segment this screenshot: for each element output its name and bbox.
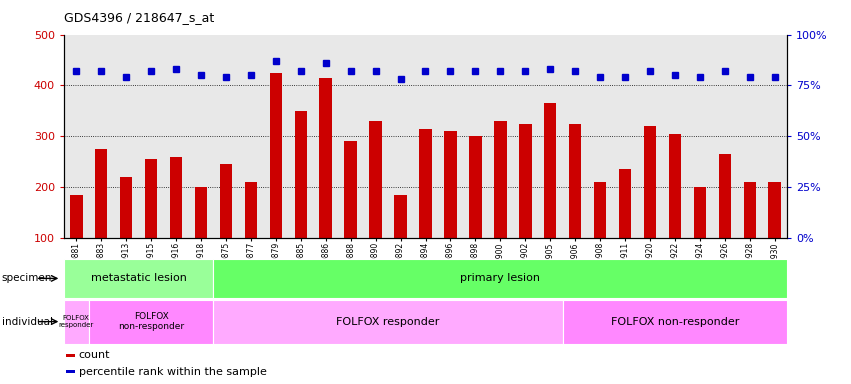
Bar	[145, 159, 157, 238]
Text: FOLFOX non-responder: FOLFOX non-responder	[611, 316, 740, 327]
Bar	[718, 154, 731, 238]
Bar	[245, 182, 257, 238]
Bar	[563, 300, 787, 344]
Bar	[569, 124, 581, 238]
Bar	[744, 182, 756, 238]
Bar	[64, 300, 89, 344]
Text: GDS4396 / 218647_s_at: GDS4396 / 218647_s_at	[64, 12, 214, 25]
Text: individual: individual	[2, 316, 53, 327]
Bar	[66, 354, 75, 357]
Bar	[214, 300, 563, 344]
Bar	[294, 111, 307, 238]
Bar	[319, 78, 332, 238]
Bar	[66, 371, 75, 373]
Bar	[214, 259, 787, 298]
Bar	[195, 187, 208, 238]
Text: FOLFOX
non-responder: FOLFOX non-responder	[118, 312, 184, 331]
Bar	[494, 121, 506, 238]
Bar	[594, 182, 606, 238]
Bar	[95, 149, 107, 238]
Bar	[619, 169, 631, 238]
Bar	[220, 164, 232, 238]
Text: FOLFOX responder: FOLFOX responder	[336, 316, 440, 327]
Bar	[89, 300, 214, 344]
Bar	[270, 73, 282, 238]
Text: percentile rank within the sample: percentile rank within the sample	[79, 367, 266, 377]
Text: metastatic lesion: metastatic lesion	[91, 273, 186, 283]
Bar	[643, 126, 656, 238]
Text: specimen: specimen	[2, 273, 52, 283]
Bar	[768, 182, 781, 238]
Bar	[519, 124, 532, 238]
Bar	[70, 195, 83, 238]
Bar	[345, 141, 357, 238]
Bar	[544, 103, 557, 238]
Bar	[369, 121, 382, 238]
Text: FOLFOX
responder: FOLFOX responder	[59, 315, 94, 328]
Text: count: count	[79, 350, 111, 360]
Bar	[394, 195, 407, 238]
Text: primary lesion: primary lesion	[460, 273, 540, 283]
Bar	[420, 129, 431, 238]
Bar	[469, 136, 482, 238]
Bar	[694, 187, 706, 238]
Bar	[120, 177, 133, 238]
Bar	[669, 134, 681, 238]
Bar	[170, 157, 182, 238]
Bar	[444, 131, 457, 238]
Bar	[64, 259, 214, 298]
